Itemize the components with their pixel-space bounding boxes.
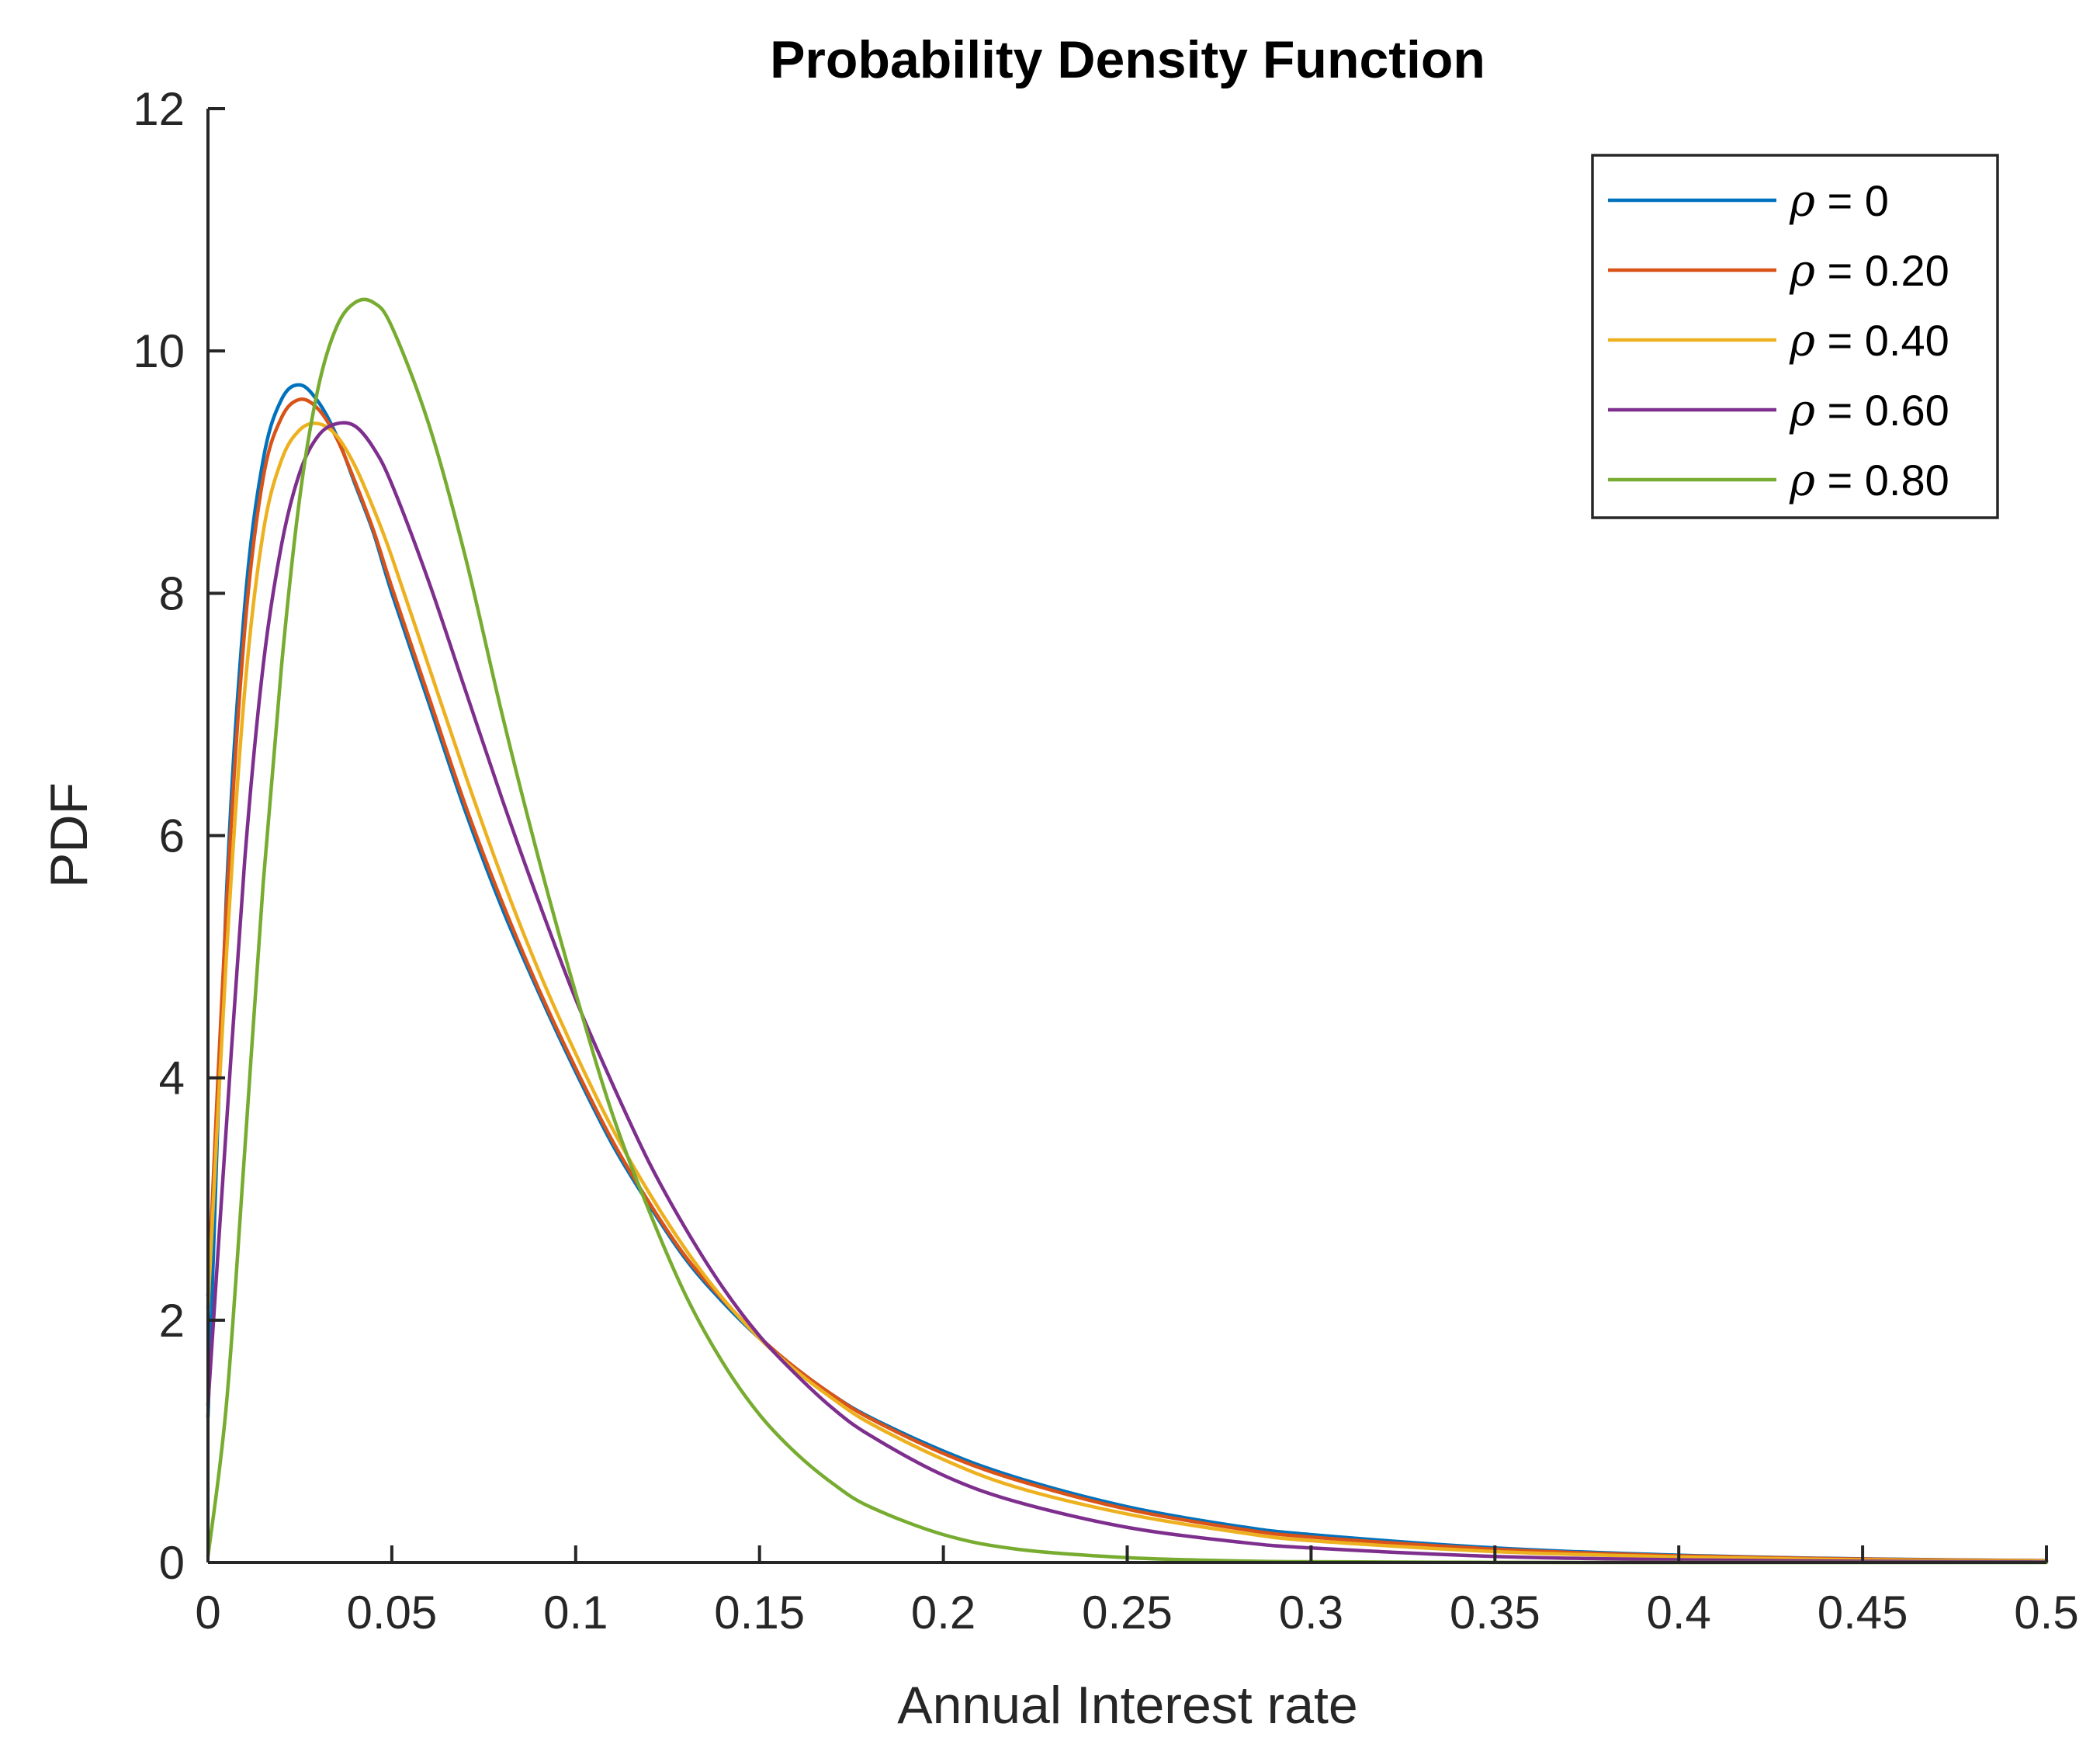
y-tick-label: 0 (159, 1537, 185, 1589)
x-tick-label: 0.1 (543, 1587, 608, 1639)
series-line-3 (206, 421, 2049, 1564)
legend-items: ρ = 0 ρ = 0.20 ρ = 0.40 ρ = 0.60 ρ = 0.80 (1608, 176, 1949, 506)
x-tick-label: 0.5 (2014, 1587, 2078, 1639)
series-line-2 (206, 421, 2049, 1563)
x-tick-label: 0.3 (1279, 1587, 1343, 1639)
x-tick-label: 0.35 (1450, 1587, 1540, 1639)
x-tick-label: 0.15 (714, 1587, 805, 1639)
legend-label-4: ρ = 0.80 (1789, 456, 1949, 506)
y-ticks: 0 2 4 6 8 10 12 (133, 83, 225, 1589)
x-tick-label: 0.25 (1082, 1587, 1173, 1639)
y-tick-label: 6 (159, 810, 185, 862)
legend-box (1591, 154, 1999, 519)
y-tick-label: 2 (159, 1295, 185, 1347)
x-tick-label: 0.45 (1818, 1587, 1908, 1639)
x-tick-label: 0.4 (1646, 1587, 1710, 1639)
chart-title: Probability Density Function (770, 30, 1485, 89)
legend: ρ = 0 ρ = 0.20 ρ = 0.40 ρ = 0.60 ρ = 0.80 (1591, 154, 1999, 519)
legend-label-3: ρ = 0.60 (1789, 386, 1949, 436)
y-tick-label: 8 (159, 567, 185, 619)
legend-label-0: ρ = 0 (1789, 176, 1889, 227)
y-tick-label: 12 (133, 83, 185, 135)
y-axis-label: PDF (40, 782, 99, 888)
legend-label-2: ρ = 0.40 (1789, 316, 1949, 366)
legend-label-1: ρ = 0.20 (1789, 246, 1949, 297)
y-tick-label: 4 (159, 1053, 185, 1105)
x-tick-label: 0.05 (347, 1587, 438, 1639)
x-axis-label: Annual Interest rate (897, 1676, 1357, 1735)
x-ticks: 0 0.05 0.1 0.15 0.2 0.25 0.3 0.35 0.4 0.45 0.5 (195, 1545, 2079, 1639)
x-tick-label: 0.2 (911, 1587, 975, 1639)
series-line-1 (206, 397, 2049, 1563)
x-tick-label: 0 (195, 1587, 220, 1639)
y-tick-label: 10 (133, 325, 185, 377)
